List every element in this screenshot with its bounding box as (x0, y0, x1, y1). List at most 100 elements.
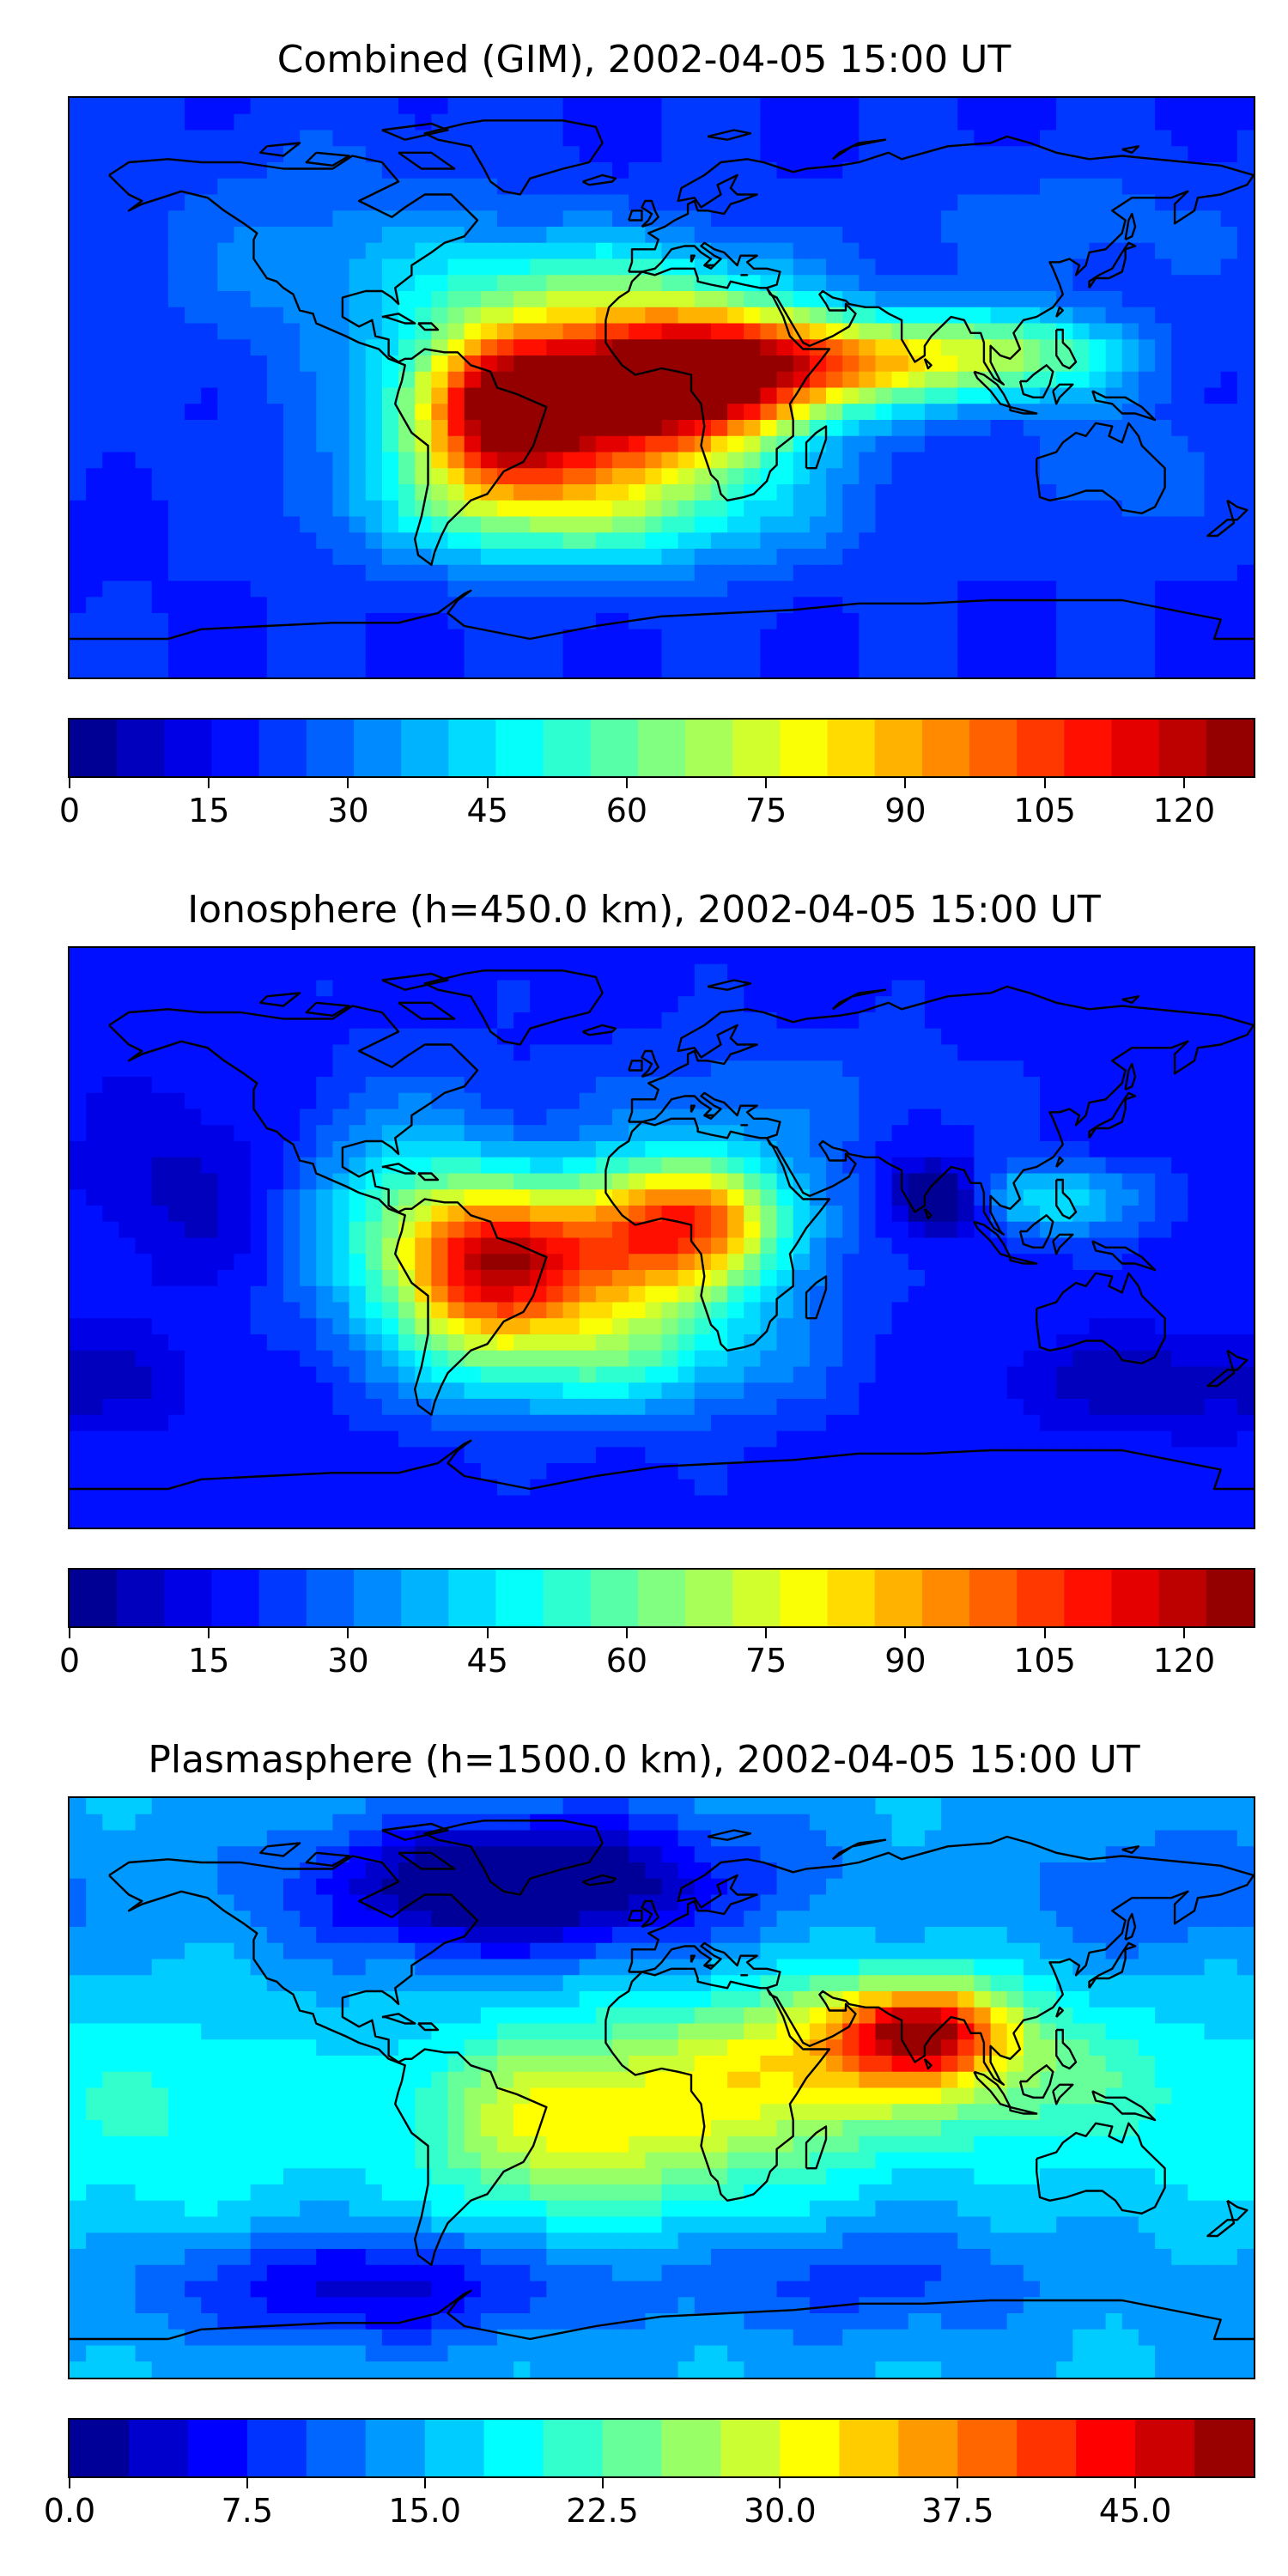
field-cell (415, 1109, 433, 1127)
field-cell (842, 1414, 860, 1432)
field-cell (612, 661, 629, 677)
field-cell (300, 516, 318, 534)
field-cell (283, 1414, 301, 1432)
field-cell (234, 645, 252, 663)
field-cell (1220, 194, 1238, 212)
field-cell (1220, 1060, 1238, 1078)
field-cell (1040, 629, 1057, 647)
field-cell (859, 162, 877, 179)
field-cell (677, 468, 696, 485)
field-cell (480, 1092, 498, 1110)
field-cell (859, 307, 877, 325)
field-cell (1171, 1270, 1189, 1287)
field-cell (513, 1366, 532, 1384)
field-cell (842, 1028, 860, 1046)
field-cell (447, 275, 465, 292)
field-cell (185, 323, 203, 341)
field-cell (645, 1399, 663, 1416)
field-cell (974, 210, 992, 228)
field-cell (464, 435, 482, 453)
field-cell (694, 1334, 712, 1352)
field-cell (595, 1350, 613, 1368)
field-cell (1155, 404, 1173, 421)
field-cell (185, 435, 203, 453)
field-cell (661, 1237, 679, 1255)
field-cell (217, 307, 235, 325)
field-cell (266, 1382, 284, 1400)
field-cell (974, 258, 992, 276)
field-cell (480, 549, 498, 566)
field-cell (1138, 948, 1156, 965)
field-cell (447, 404, 465, 421)
field-cell (530, 1414, 548, 1432)
field-cell (546, 1109, 564, 1127)
field-cell (875, 404, 893, 421)
field-cell (250, 484, 268, 501)
field-cell (1138, 210, 1156, 228)
field-cell (924, 1028, 942, 1046)
field-cell (118, 130, 137, 148)
field-cell (480, 1237, 498, 1255)
field-cell (415, 194, 433, 212)
field-cell (645, 1044, 663, 1062)
coastlines (70, 119, 1254, 641)
field-cell (579, 1254, 597, 1271)
field-cell (546, 1141, 564, 1158)
field-cell (875, 227, 893, 244)
field-cell (875, 1044, 893, 1062)
field-cell (629, 963, 647, 981)
field-cell (135, 1285, 153, 1303)
field-cell (135, 258, 153, 276)
field-cell (826, 258, 843, 276)
field-cell (118, 420, 137, 437)
field-cell (1056, 1399, 1074, 1416)
field-cell (1188, 339, 1206, 356)
field-cell (250, 549, 268, 566)
field-cell (727, 355, 745, 373)
field-cell (859, 227, 877, 244)
field-cell (776, 1221, 794, 1239)
field-cell (859, 1447, 877, 1464)
field-cell (398, 1125, 416, 1142)
field-cell (908, 1206, 926, 1223)
field-cell (1138, 1431, 1156, 1449)
field-cell (398, 1302, 416, 1320)
field-cell (250, 323, 268, 341)
field-cell (332, 194, 350, 212)
field-cell (908, 1125, 926, 1142)
field-cell (793, 661, 811, 677)
field-cell (447, 291, 465, 308)
field-cell (924, 1302, 942, 1320)
field-cell (562, 980, 580, 998)
field-cell (1220, 613, 1238, 630)
field-cell (760, 258, 778, 276)
field-cell (1089, 291, 1107, 308)
field-cell (447, 1077, 465, 1094)
field-cell (677, 484, 696, 501)
field-cell (332, 484, 350, 501)
field-cell (677, 452, 696, 470)
field-cell (1236, 1366, 1254, 1384)
field-cell (1171, 645, 1189, 663)
field-cell (1056, 516, 1074, 534)
field-cell (629, 1254, 647, 1271)
field-cell (513, 1399, 532, 1416)
field-cell (332, 130, 350, 148)
field-cell (875, 242, 893, 260)
field-cell (612, 1431, 629, 1449)
field-cell (447, 1157, 465, 1175)
field-cell (661, 516, 679, 534)
field-cell (1121, 484, 1139, 501)
field-cell (118, 1206, 137, 1223)
field-cell (332, 1366, 350, 1384)
field-cell (629, 996, 647, 1013)
field-cell (661, 307, 679, 325)
field-cell (349, 1334, 367, 1352)
field-cell (365, 1109, 383, 1127)
field-cell (793, 1447, 811, 1464)
field-cell (513, 532, 532, 550)
field-cell (809, 516, 827, 534)
field-cell (217, 291, 235, 308)
field-cell (1023, 1366, 1041, 1384)
field-cell (661, 1077, 679, 1094)
